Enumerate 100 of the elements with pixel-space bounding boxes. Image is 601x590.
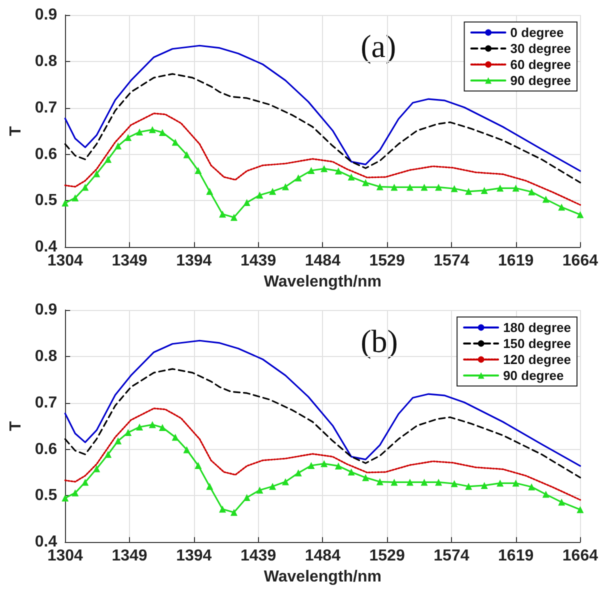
point [158, 424, 166, 431]
point [362, 179, 370, 186]
line-series [64, 73, 582, 184]
x-tick-label: 1349 [112, 252, 148, 270]
legend-label: 30 degree [510, 41, 571, 56]
point [82, 478, 89, 486]
point [528, 483, 536, 490]
point [62, 494, 69, 502]
y-tick-label: 0.7 [34, 99, 58, 116]
point [576, 506, 584, 514]
point [512, 480, 520, 487]
point [542, 196, 550, 203]
x-tick-label: 1484 [304, 252, 341, 270]
point [376, 478, 384, 486]
point [420, 478, 428, 486]
x-axis-title: Wavelength/nm [264, 568, 382, 586]
point [172, 434, 179, 441]
point [82, 184, 89, 191]
x-tick-label: 1529 [369, 548, 405, 565]
legend-label: 180 degree [503, 320, 572, 335]
point [136, 423, 144, 430]
point [390, 478, 398, 486]
y-tick-label: 0.5 [34, 192, 58, 210]
x-tick-label: 1619 [498, 252, 534, 270]
point [465, 188, 472, 195]
legend-label: 150 degree [503, 336, 572, 351]
point [183, 151, 190, 158]
point [219, 210, 226, 218]
x-tick-label: 1439 [240, 548, 276, 565]
x-tick-label: 1349 [112, 548, 148, 565]
annotation: (b) [360, 323, 398, 359]
point [243, 494, 250, 502]
legend-label: 90 degree [510, 73, 571, 88]
y-axis-title: T [8, 126, 24, 136]
x-tick-label: 1574 [434, 548, 470, 565]
point [256, 192, 264, 199]
x-tick-label: 1529 [369, 252, 405, 270]
point [194, 167, 202, 174]
annotation: (a) [360, 28, 396, 64]
point [183, 446, 190, 454]
point [308, 462, 315, 470]
point [136, 128, 144, 136]
point [435, 184, 442, 191]
point [93, 465, 100, 472]
point [496, 480, 504, 487]
point [528, 188, 536, 196]
point [390, 184, 398, 191]
x-tick-label: 1394 [176, 252, 212, 270]
point [465, 482, 472, 490]
point [576, 211, 584, 218]
line-series [64, 408, 582, 501]
point [348, 174, 355, 181]
point [243, 199, 250, 206]
point [294, 174, 302, 182]
point [435, 478, 442, 486]
point [558, 498, 566, 506]
point [124, 134, 132, 142]
y-tick-label: 0.6 [34, 440, 58, 458]
point [114, 142, 122, 150]
y-tick-label: 0.7 [34, 394, 58, 412]
point [376, 183, 384, 190]
legend-label: 120 degree [503, 352, 572, 367]
x-tick-label: 1394 [176, 548, 212, 565]
point [334, 462, 342, 470]
y-axis-title: T [8, 420, 24, 431]
x-tick-label: 1664 [562, 548, 598, 565]
point [282, 478, 289, 486]
point [420, 184, 428, 191]
y-tick-label: 0.8 [34, 348, 58, 365]
point [172, 138, 179, 146]
point [282, 183, 289, 190]
y-tick-label: 0.6 [34, 146, 58, 163]
point [512, 184, 520, 192]
point [93, 170, 100, 178]
point [450, 480, 458, 488]
x-tick-label: 1574 [434, 252, 470, 270]
point [114, 437, 122, 444]
point [406, 478, 414, 486]
point [308, 167, 315, 174]
point [269, 188, 276, 195]
point [158, 128, 166, 136]
point [558, 204, 566, 211]
point [219, 506, 226, 513]
point [206, 482, 214, 490]
point [72, 489, 79, 496]
point [72, 194, 79, 202]
legend-label: 60 degree [510, 57, 571, 72]
point [256, 486, 264, 494]
line-series [64, 112, 582, 206]
point [104, 450, 112, 458]
point [348, 468, 355, 476]
legend-label: 0 degree [510, 25, 564, 40]
point [148, 421, 156, 428]
x-tick-label: 1484 [304, 548, 341, 565]
y-tick-label: 0.9 [34, 6, 58, 24]
point [496, 184, 504, 192]
point [206, 188, 214, 195]
point [148, 126, 156, 134]
y-tick-label: 0.9 [34, 302, 58, 318]
point [406, 184, 414, 191]
